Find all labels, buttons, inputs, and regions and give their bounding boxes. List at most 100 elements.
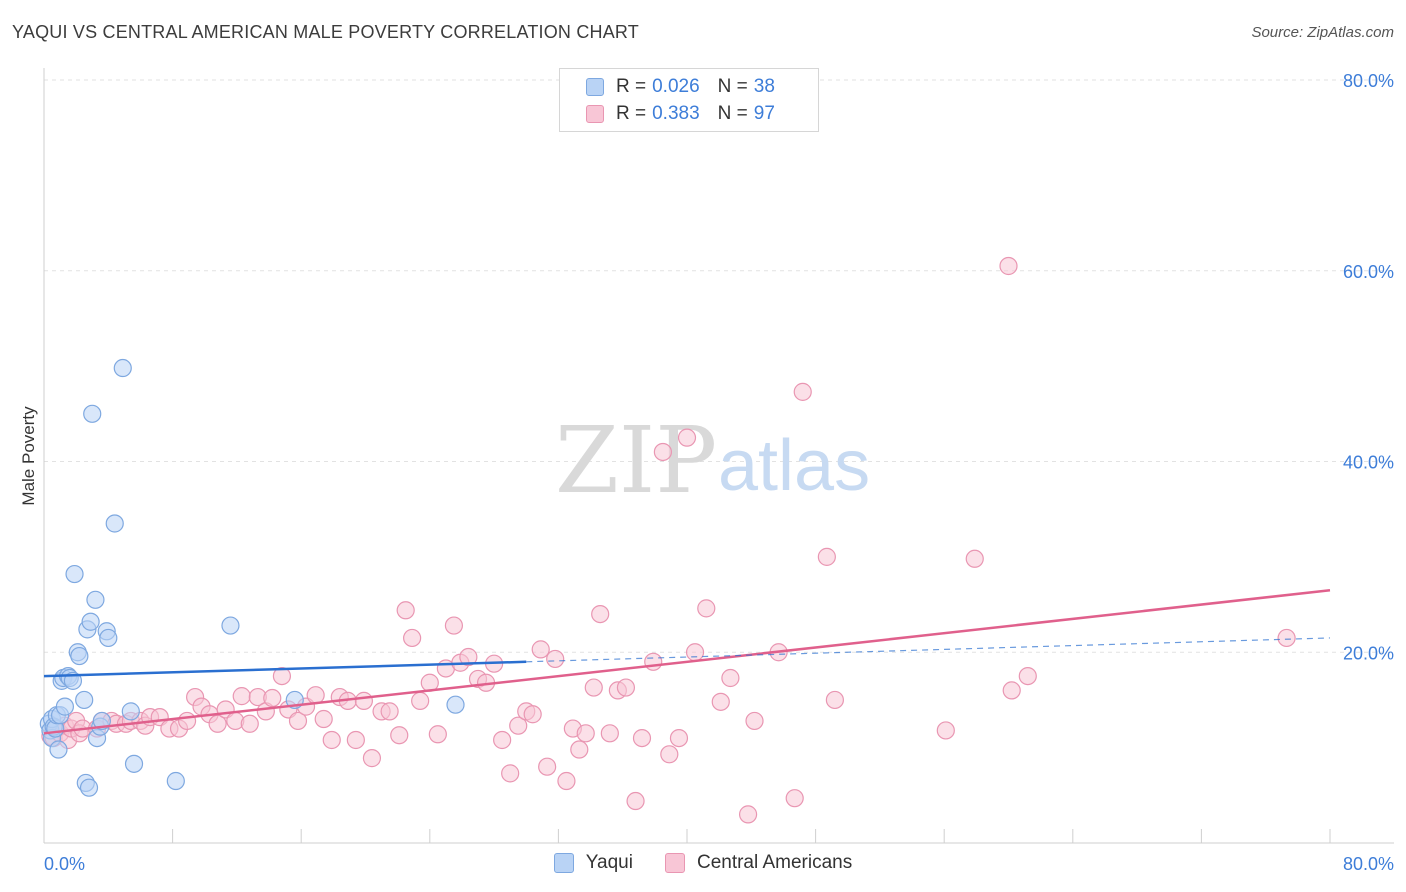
central-americans-point (1002, 681, 1021, 700)
central-americans-point (745, 711, 764, 731)
central-americans-point (591, 604, 610, 624)
central-americans-point (444, 616, 464, 635)
central-americans-point (711, 692, 730, 711)
legend-n-value: 97 (753, 103, 775, 124)
central-americans-point (632, 728, 652, 748)
grid-lines (44, 79, 1394, 653)
central-americans-point (669, 728, 689, 748)
central-americans-point (354, 691, 373, 710)
y-tick-label: 80.0% (1343, 71, 1394, 91)
central-americans-point (396, 601, 415, 620)
central-americans-point (428, 725, 447, 744)
yaqui-point (121, 702, 140, 721)
bottom-legend-label-central: Central Americans (696, 852, 853, 873)
watermark-atlas: atlas (718, 426, 870, 506)
bottom-legend-central[interactable]: Central Americans (664, 852, 853, 874)
central-americans-point (936, 721, 955, 740)
yaqui-point (83, 404, 102, 423)
legend: R = 0.026 N = 38 R = 0.383 N = 97 (559, 68, 819, 132)
legend-n-label: N = (717, 76, 748, 97)
yaqui-point (99, 628, 118, 648)
central-americans-point (600, 724, 619, 743)
central-americans-point (793, 382, 812, 401)
yaqui-point (86, 590, 105, 609)
yaqui-point (113, 358, 132, 378)
central-americans-point (557, 771, 576, 791)
central-americans-point (785, 789, 804, 808)
yaqui-point (75, 690, 94, 710)
y-tick-label: 40.0% (1343, 453, 1394, 473)
central-americans-point (626, 791, 645, 811)
central-americans-point (576, 724, 595, 743)
source-label: Source: ZipAtlas.com (1251, 24, 1394, 41)
x-tick-marks (43, 829, 1331, 843)
watermark-zip: ZIP (555, 407, 717, 514)
yaqui-point (65, 564, 84, 584)
central-americans-trend-line (43, 589, 1331, 735)
central-americans-point (817, 547, 836, 566)
central-americans-point (965, 549, 984, 568)
central-americans-point (531, 640, 550, 659)
bottom-legend-swatch-yaqui (553, 853, 574, 873)
yaqui-point (79, 778, 99, 797)
central-americans-point (546, 649, 565, 669)
legend-row-central: R = 0.383 N = 97 (586, 102, 793, 126)
bottom-legend-label-yaqui: Yaqui (585, 852, 633, 873)
legend-r-value: 0.026 (652, 76, 700, 97)
central-americans-point (1277, 628, 1296, 648)
yaqui-point (70, 646, 89, 666)
legend-r-label: R = (616, 76, 647, 97)
central-americans-point (501, 764, 520, 783)
central-americans-point (493, 730, 512, 750)
central-americans-point (677, 428, 697, 447)
bottom-legend: Yaqui Central Americans (0, 852, 1406, 874)
central-americans-point (346, 730, 365, 750)
central-americans-point (570, 740, 589, 759)
central-americans-point (999, 256, 1018, 276)
central-americans-point (697, 599, 716, 618)
central-americans-point (738, 805, 758, 824)
yaqui-point (55, 697, 74, 716)
central-americans-point (362, 749, 382, 768)
central-americans-point (660, 745, 679, 764)
yaqui-point (221, 616, 240, 635)
legend-n-label: N = (717, 103, 748, 124)
central-americans-point (411, 691, 430, 710)
central-americans-point (616, 678, 636, 697)
central-americans-point (685, 643, 705, 662)
central-americans-point (509, 716, 528, 735)
yaqui-trend-line (43, 660, 527, 678)
legend-r-label: R = (616, 103, 647, 124)
bottom-legend-yaqui[interactable]: Yaqui (553, 852, 633, 874)
central-americans-point (380, 702, 399, 721)
central-americans-point (314, 709, 333, 729)
central-americans-point (232, 687, 251, 706)
x-tick-label-max: 80.0% (1343, 854, 1394, 874)
central-americans-point (523, 705, 542, 724)
central-americans-point (644, 652, 663, 671)
y-tick-labels: 20.0% 40.0% 60.0% 80.0% (1343, 71, 1394, 663)
yaqui-point (81, 612, 100, 631)
central-americans-point (390, 726, 409, 745)
yaqui-point (446, 695, 465, 714)
trend-lines (43, 589, 1331, 735)
central-americans-point (263, 688, 282, 708)
central-americans-point (653, 442, 672, 462)
x-tick-label-min: 0.0% (44, 854, 85, 874)
yaqui-points (39, 358, 465, 797)
chart-title: YAQUI VS CENTRAL AMERICAN MALE POVERTY C… (12, 22, 639, 42)
central-americans-point (322, 730, 341, 750)
yaqui-point (105, 514, 124, 533)
central-americans-point (584, 678, 603, 697)
central-americans-point (459, 647, 478, 667)
central-americans-point (1018, 666, 1037, 686)
y-tick-label: 60.0% (1343, 262, 1394, 282)
yaqui-point (49, 740, 68, 759)
legend-swatch-yaqui (586, 78, 604, 96)
yaqui-point (166, 771, 185, 791)
central-americans-point (306, 686, 325, 705)
central-americans-points (41, 256, 1296, 824)
legend-swatch-central (586, 105, 604, 123)
yaqui-point (124, 754, 144, 773)
central-americans-point (538, 757, 557, 776)
